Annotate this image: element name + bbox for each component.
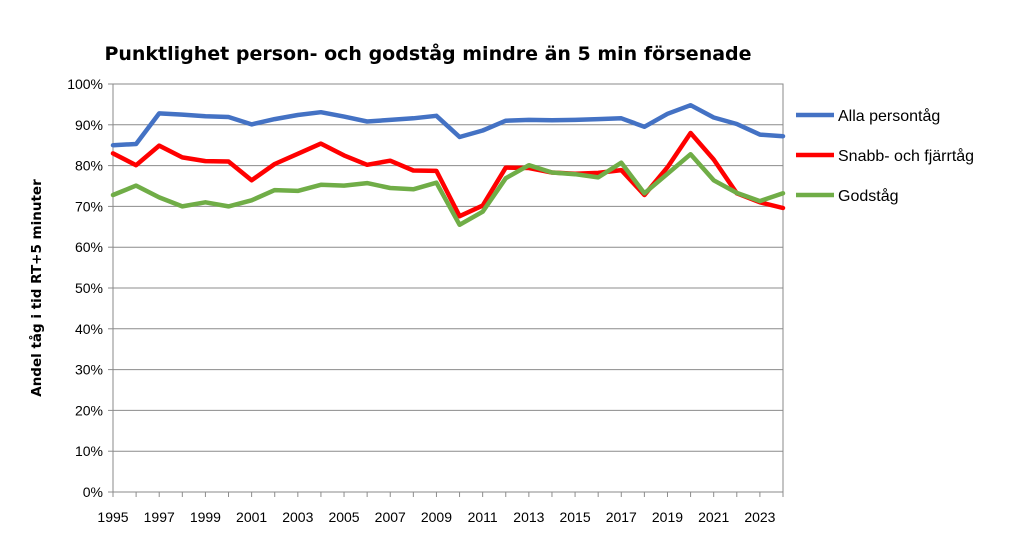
y-tick-label: 10% [75,443,103,459]
legend-label: Alla persontåg [838,107,940,125]
legend-label: Snabb- och fjärrtåg [838,147,974,165]
x-tick-label: 2015 [559,509,590,525]
x-tick-label: 2007 [375,509,406,525]
series-line [110,130,786,219]
x-tick-label: 2019 [652,509,683,525]
legend-label: Godståg [838,187,898,205]
x-tick-label: 1997 [144,509,175,525]
x-tick-label: 2011 [468,509,498,525]
y-tick-label: 0% [83,484,103,500]
x-tick-label: 2013 [513,509,544,525]
y-tick-label: 100% [67,76,103,92]
chart-title: Punktlighet person- och godståg mindre ä… [104,41,751,65]
series-lines [110,102,786,228]
y-axis-ticks: 0% 10% 20% 30% 40% 50% 60% 70% 80% 90% 100% [67,76,113,500]
series-line [110,102,786,148]
x-tick-label: 2003 [282,509,313,525]
legend: Alla persontåg Snabb- och fjärrtåg Godståg [796,107,974,205]
y-tick-label: 90% [75,117,103,133]
x-tick-label: 2023 [744,509,775,525]
x-tick-label: 2001 [236,509,267,525]
x-tick-label: 2021 [698,509,729,525]
y-tick-label: 60% [75,239,103,255]
y-tick-label: 20% [75,402,103,418]
x-axis-ticks: 1995 1997 1999 2001 2003 2005 2007 2009 2011 2013… [97,492,784,525]
x-tick-label: 1995 [97,509,128,525]
x-tick-label: 2017 [606,509,637,525]
y-tick-label: 30% [75,362,103,378]
x-tick-label: 2009 [421,509,452,525]
x-tick-label: 1999 [190,509,221,525]
y-tick-label: 50% [75,280,103,296]
y-axis-label: Andel tåg i tid RT+5 minuter [28,179,45,397]
y-tick-label: 40% [75,321,103,337]
y-tick-label: 70% [75,198,103,214]
series-line [110,151,786,228]
y-tick-label: 80% [75,158,103,174]
x-tick-label: 2005 [328,509,359,525]
